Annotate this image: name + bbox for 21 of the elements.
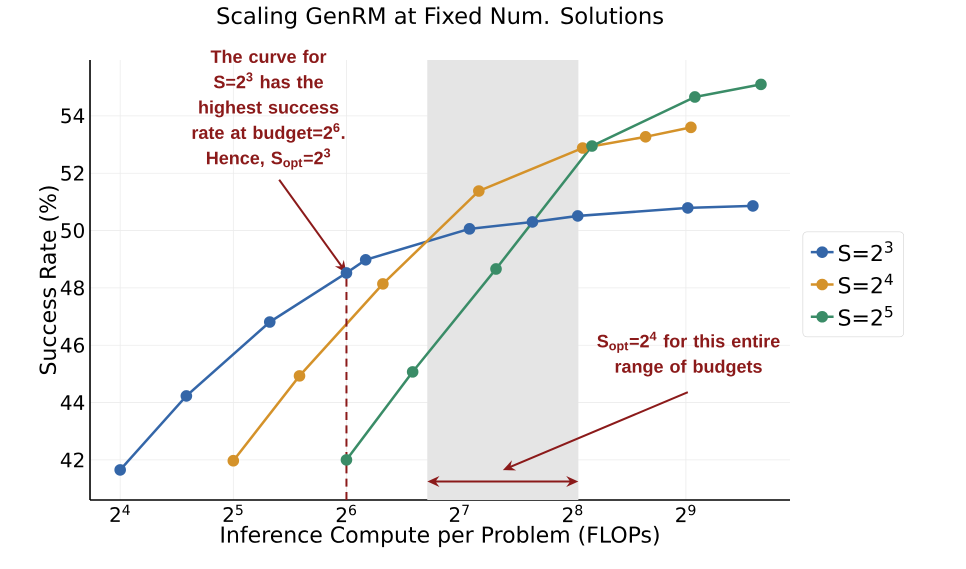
y-tick-label: 52 bbox=[61, 166, 84, 181]
y-tick-label: 42 bbox=[60, 452, 84, 468]
y-tick-label: 46 bbox=[60, 338, 84, 353]
chart-title: Scaling GenRM at Fixed Num. Solutions bbox=[218, 6, 663, 29]
y-tick-label: 48 bbox=[60, 280, 84, 296]
y-tick-label: 44 bbox=[60, 395, 84, 410]
legend-label: S=2$^{4}$ bbox=[838, 274, 893, 294]
legend-label: S=2$^{5}$ bbox=[838, 306, 892, 326]
y-tick-label: 50 bbox=[61, 222, 84, 238]
text: The curve for S=2$^{3}$ has the highest success rate at budget=2$^{6}$. Hence, S$_{opt}$=2$^{3}$ bbox=[192, 50, 344, 170]
y-tick-label: 54 bbox=[61, 108, 84, 124]
annotation: S$_{opt}$=2$^{4}$ for this entire range of budgets bbox=[597, 332, 780, 376]
x-tick-label: 2$^{7}$ bbox=[450, 504, 469, 522]
x-tick-label: 2$^{4}$ bbox=[110, 504, 130, 522]
legend-label: S=2$^{3}$ bbox=[838, 241, 892, 262]
x-tick-label: 2$^{5}$ bbox=[224, 504, 243, 522]
x-tick-label: 2$^{9}$ bbox=[676, 504, 696, 522]
x-axis-title: Inference Compute per Problem (FLOPs) bbox=[222, 526, 659, 548]
x-tick-label: 2$^{6}$ bbox=[336, 504, 356, 522]
y-axis-title: Success Rate (%) bbox=[39, 186, 59, 374]
x-tick-label: 2$^{8}$ bbox=[563, 504, 582, 522]
